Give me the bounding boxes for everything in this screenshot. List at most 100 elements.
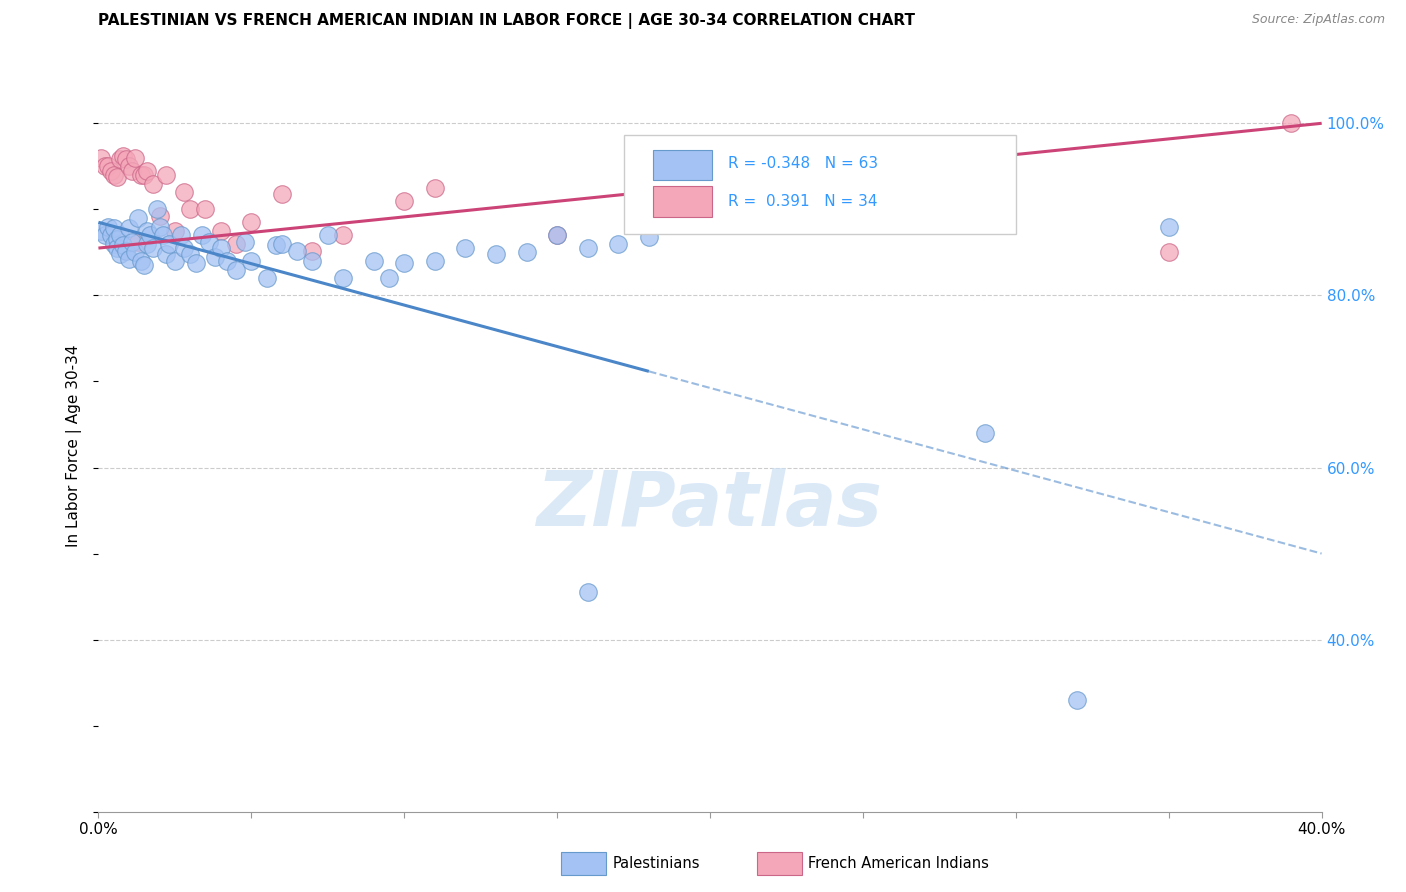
Point [142, 177, 165, 191]
Point [149, 219, 172, 234]
Point [163, 254, 186, 268]
Point [546, 228, 568, 243]
Point [124, 151, 146, 165]
FancyBboxPatch shape [652, 186, 713, 217]
Text: R =  0.391   N = 34: R = 0.391 N = 34 [728, 194, 877, 210]
Point [142, 241, 165, 255]
Point [149, 209, 172, 223]
Point [127, 235, 149, 249]
Point [90, 224, 112, 238]
Point [136, 163, 159, 178]
Point [129, 254, 152, 268]
Point [285, 244, 308, 258]
FancyBboxPatch shape [561, 852, 606, 875]
Point [546, 228, 568, 243]
Text: R = -0.348   N = 63: R = -0.348 N = 63 [728, 156, 879, 171]
Point [332, 271, 354, 285]
Point [186, 256, 208, 270]
Point [108, 228, 131, 243]
Point [115, 244, 138, 258]
Text: Source: ZipAtlas.com: Source: ZipAtlas.com [1251, 13, 1385, 27]
Point [173, 241, 195, 255]
Point [155, 247, 177, 261]
Point [1157, 219, 1180, 234]
Point [215, 254, 238, 268]
Point [1066, 693, 1088, 707]
Point [139, 228, 162, 243]
Point [332, 228, 354, 243]
Point [240, 254, 263, 268]
Point [118, 159, 141, 173]
Point [105, 169, 128, 184]
Point [170, 228, 193, 243]
Point [576, 241, 599, 255]
Point [118, 221, 141, 235]
Text: ZIPatlas: ZIPatlas [537, 467, 883, 541]
Point [264, 238, 287, 252]
Point [108, 247, 131, 261]
Point [103, 221, 125, 235]
Point [93, 159, 115, 173]
Point [105, 241, 128, 255]
Y-axis label: In Labor Force | Age 30-34: In Labor Force | Age 30-34 [66, 344, 83, 548]
Point [118, 252, 141, 267]
Point [454, 241, 477, 255]
Point [129, 168, 152, 182]
Point [225, 236, 247, 251]
Point [197, 235, 219, 249]
Point [576, 585, 599, 599]
Point [1157, 245, 1180, 260]
Point [134, 258, 156, 272]
Point [179, 247, 201, 261]
Point [108, 153, 131, 167]
FancyBboxPatch shape [624, 136, 1015, 234]
Point [136, 236, 159, 251]
Point [179, 202, 201, 217]
Point [100, 163, 122, 178]
Point [194, 202, 217, 217]
Point [103, 236, 125, 251]
Point [204, 250, 226, 264]
Point [316, 228, 339, 243]
Point [90, 151, 112, 165]
Point [392, 194, 416, 208]
Text: Palestinians: Palestinians [612, 856, 700, 871]
Point [392, 256, 416, 270]
Point [974, 426, 997, 441]
Point [97, 159, 120, 173]
Point [163, 224, 186, 238]
Point [423, 254, 446, 268]
Point [136, 224, 159, 238]
FancyBboxPatch shape [756, 852, 801, 875]
Point [145, 202, 167, 217]
Point [209, 241, 232, 255]
Point [191, 228, 214, 243]
Point [93, 228, 115, 243]
Point [121, 235, 143, 249]
Point [637, 230, 661, 244]
Point [301, 254, 323, 268]
Point [155, 168, 177, 182]
Point [240, 215, 263, 229]
Point [423, 181, 446, 195]
Point [485, 247, 508, 261]
Point [152, 228, 174, 243]
Point [124, 245, 146, 260]
Point [1279, 116, 1302, 130]
Point [256, 271, 278, 285]
Point [607, 236, 630, 251]
Point [516, 245, 538, 260]
Point [378, 271, 401, 285]
Point [115, 153, 138, 167]
Point [105, 232, 128, 246]
Point [100, 228, 122, 243]
Text: PALESTINIAN VS FRENCH AMERICAN INDIAN IN LABOR FORCE | AGE 30-34 CORRELATION CHA: PALESTINIAN VS FRENCH AMERICAN INDIAN IN… [98, 13, 915, 29]
Point [209, 224, 232, 238]
Point [97, 219, 120, 234]
Point [121, 163, 143, 178]
FancyBboxPatch shape [652, 150, 713, 180]
Point [363, 254, 385, 268]
Point [134, 168, 156, 182]
Point [301, 244, 323, 258]
Point [225, 262, 247, 277]
